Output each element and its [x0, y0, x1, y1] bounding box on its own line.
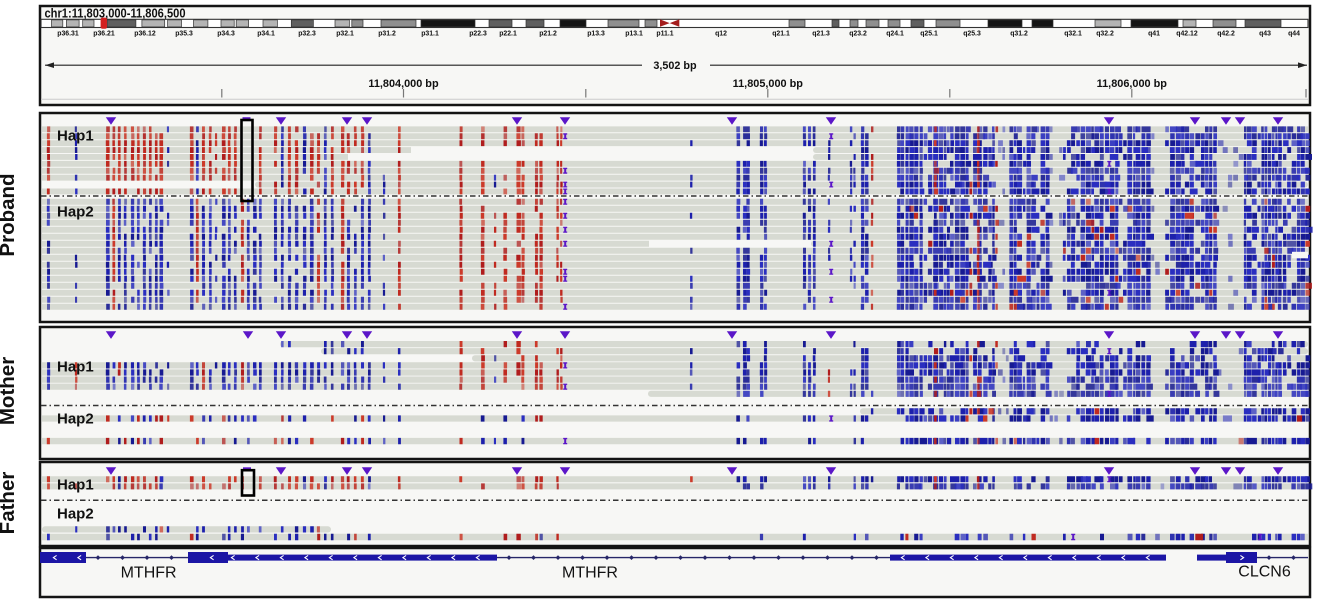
svg-text:Hap1: Hap1	[57, 128, 94, 145]
svg-text:p32.3: p32.3	[298, 30, 316, 37]
svg-text:11,806,000 bp: 11,806,000 bp	[1097, 78, 1168, 90]
svg-text:Hap2: Hap2	[57, 506, 94, 523]
svg-text:q21.1: q21.1	[772, 30, 790, 37]
svg-text:p32.1: p32.1	[336, 30, 354, 37]
svg-text:p21.2: p21.2	[539, 30, 557, 37]
svg-text:Proband: Proband	[0, 173, 19, 256]
svg-text:3,502 bp: 3,502 bp	[653, 60, 697, 72]
svg-text:CLCN6: CLCN6	[1238, 564, 1291, 581]
svg-text:chr1:11,803,000-11,806,500: chr1:11,803,000-11,806,500	[45, 6, 186, 21]
svg-text:p36.21: p36.21	[93, 30, 115, 37]
svg-text:q25.1: q25.1	[920, 30, 938, 37]
svg-text:p34.1: p34.1	[257, 30, 275, 37]
svg-text:p36.31: p36.31	[57, 30, 79, 37]
svg-text:p13.1: p13.1	[625, 30, 643, 37]
svg-text:Hap1: Hap1	[57, 359, 94, 376]
svg-text:Mother: Mother	[0, 357, 19, 425]
svg-text:q12: q12	[715, 30, 727, 37]
svg-text:q44: q44	[1288, 30, 1300, 37]
svg-text:q42.2: q42.2	[1217, 30, 1235, 37]
svg-text:p13.3: p13.3	[587, 30, 605, 37]
svg-text:Hap2: Hap2	[57, 204, 94, 221]
svg-text:p31.1: p31.1	[421, 30, 439, 37]
svg-text:Hap2: Hap2	[57, 411, 94, 428]
svg-text:q31.2: q31.2	[1010, 30, 1028, 37]
svg-text:q21.3: q21.3	[812, 30, 830, 37]
svg-text:q32.1: q32.1	[1064, 30, 1082, 37]
svg-text:Father: Father	[0, 472, 19, 535]
svg-text:MTHFR: MTHFR	[121, 565, 177, 582]
svg-text:p35.3: p35.3	[175, 30, 193, 37]
svg-text:q24.1: q24.1	[886, 30, 904, 37]
svg-text:p22.3: p22.3	[469, 30, 487, 37]
svg-text:Hap1: Hap1	[57, 477, 94, 494]
svg-text:p22.1: p22.1	[499, 30, 517, 37]
svg-text:11,805,000 bp: 11,805,000 bp	[733, 78, 804, 90]
svg-text:q41: q41	[1148, 30, 1160, 37]
svg-text:11,804,000 bp: 11,804,000 bp	[368, 78, 439, 90]
svg-text:q32.2: q32.2	[1096, 30, 1114, 37]
svg-text:q43: q43	[1259, 30, 1271, 37]
svg-text:q42.12: q42.12	[1176, 30, 1198, 37]
svg-text:p34.3: p34.3	[217, 30, 235, 37]
svg-text:p31.2: p31.2	[378, 30, 396, 37]
svg-text:p11.1: p11.1	[656, 30, 673, 37]
svg-text:q25.3: q25.3	[963, 30, 981, 37]
svg-text:q23.2: q23.2	[849, 30, 867, 37]
svg-text:p36.12: p36.12	[134, 30, 156, 37]
svg-text:MTHFR: MTHFR	[562, 565, 618, 582]
